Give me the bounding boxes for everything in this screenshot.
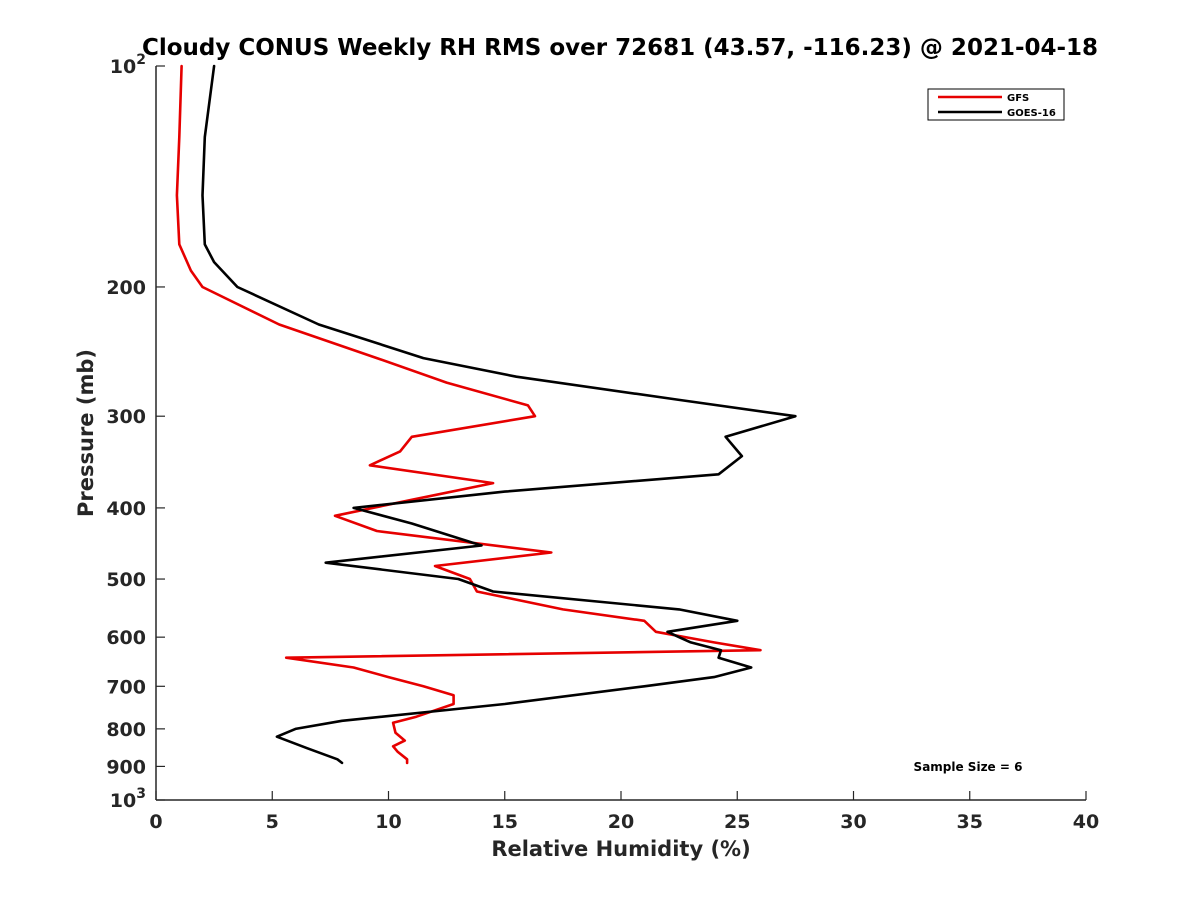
y-tick-label: 800 [106,719,146,741]
y-tick-label: 900 [106,756,146,778]
x-tick-label: 40 [1073,811,1099,833]
x-tick-label: 10 [375,811,401,833]
chart-title: Cloudy CONUS Weekly RH RMS over 72681 (4… [142,35,1098,61]
y-tick-base: 10 [110,790,136,812]
y-tick-label: 102 [110,52,146,78]
y-tick-label: 300 [106,406,146,428]
series-layer [175,64,797,765]
x-tick-label: 30 [840,811,866,833]
y-tick-label: 400 [106,498,146,520]
series-line-goes-16 [201,64,797,765]
y-tick-label: 600 [106,627,146,649]
legend-label-goes-16: GOES-16 [1007,108,1056,119]
axes-background [156,66,1086,800]
y-tick-label: 200 [106,277,146,299]
sample-size-annotation: Sample Size = 6 [914,760,1023,774]
x-ticks: 0 5 10 15 20 25 30 35 40 [149,791,1099,833]
x-tick-label: 0 [149,811,162,833]
x-tick-label: 20 [608,811,634,833]
x-tick-label: 35 [957,811,983,833]
y-axis-label: Pressure (mb) [74,349,98,517]
plot-area: 0 5 10 15 20 25 30 35 40 10220030040050060070080… [106,52,1099,833]
y-tick-exponent: 3 [136,786,146,802]
x-tick-label: 25 [724,811,750,833]
x-tick-label: 5 [266,811,279,833]
legend-label-gfs: GFS [1007,93,1029,104]
x-axis-label: Relative Humidity (%) [491,837,750,861]
y-tick-label: 500 [106,569,146,591]
legend: GFS GOES-16 [927,88,1065,121]
y-tick-label: 700 [106,676,146,698]
legend-box [927,88,1065,121]
series-line-gfs [175,64,762,765]
y-tick-label: 103 [110,786,146,812]
y-tick-exponent: 2 [136,52,146,68]
y-tick-base: 10 [110,56,136,78]
x-tick-label: 15 [492,811,518,833]
